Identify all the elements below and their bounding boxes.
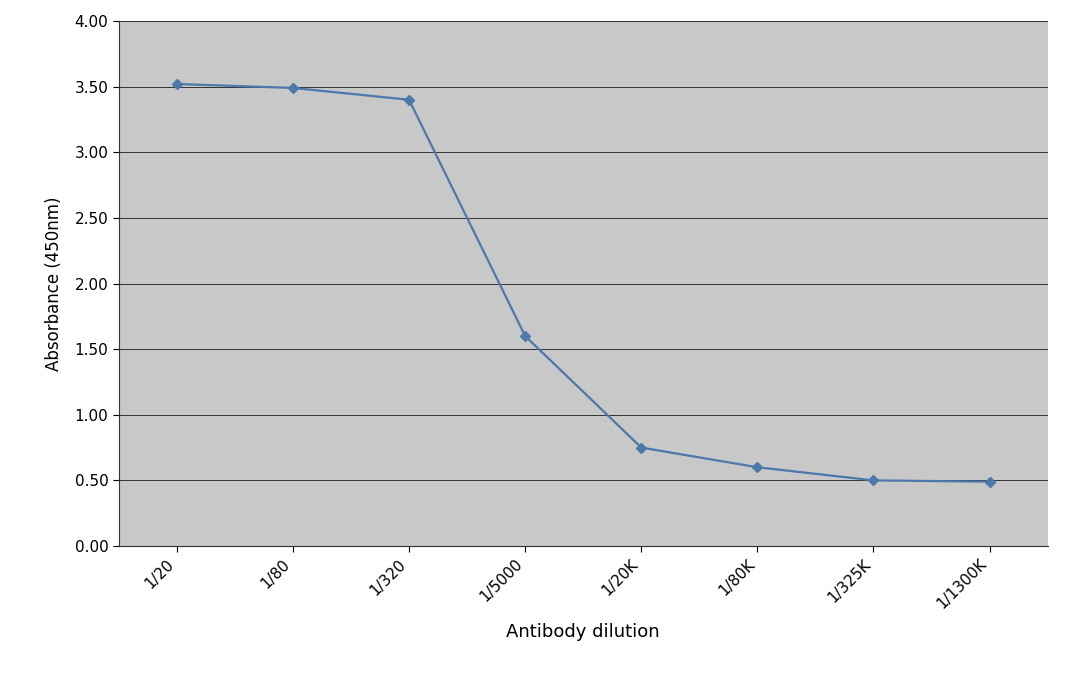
Y-axis label: Absorbance (450nm): Absorbance (450nm) (45, 196, 64, 371)
X-axis label: Antibody dilution: Antibody dilution (507, 623, 660, 641)
